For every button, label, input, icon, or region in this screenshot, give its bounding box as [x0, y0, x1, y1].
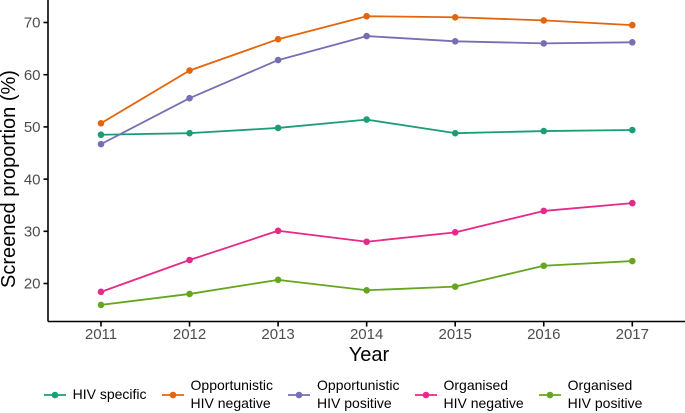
- legend-key-dot: [422, 391, 429, 398]
- data-point-hiv-specific-2017: [629, 126, 636, 134]
- data-point-hiv-specific-2011: [97, 131, 105, 139]
- data-point-opportunistic-hiv-positive-2015: [451, 37, 459, 45]
- legend-label-line: Organised: [567, 377, 633, 393]
- data-point-opportunistic-hiv-positive-2012: [186, 94, 193, 102]
- x-tick-label: 2012: [173, 326, 206, 343]
- legend-label-line: Opportunistic: [317, 377, 400, 393]
- legend: HIV specific Opportunistic HIV negative Opp…: [0, 371, 685, 413]
- legend-key-dot: [51, 391, 58, 398]
- chart-generated-content: 20 30 40 50 60 70 2011 2012 2013 2014 2015 2016 2017: [24, 0, 685, 343]
- data-point-organised-hiv-positive-2011: [97, 301, 105, 309]
- legend-item-organised-hiv-negative: Organised HIV negative: [414, 377, 524, 412]
- legend-label-line: HIV specific: [72, 385, 147, 402]
- data-point-organised-hiv-negative-2011: [97, 288, 105, 296]
- legend-label-line: HIV negative: [190, 394, 271, 411]
- data-point-opportunistic-hiv-negative-2017: [629, 21, 636, 29]
- series-line-opportunistic-hiv-negative: [100, 15, 634, 125]
- legend-key-icon: [43, 391, 66, 398]
- x-tick-label: 2015: [439, 326, 472, 343]
- data-point-opportunistic-hiv-negative-2014: [363, 12, 370, 20]
- legend-key-icon: [161, 391, 184, 398]
- legend-item-hiv-specific: HIV specific: [43, 386, 147, 404]
- series-line-opportunistic-hiv-positive: [100, 35, 634, 146]
- data-point-hiv-specific-2012: [186, 129, 193, 137]
- series-line-organised-hiv-positive: [100, 260, 634, 306]
- legend-label: HIV specific: [73, 386, 147, 404]
- y-tick-label: 30: [24, 224, 41, 241]
- data-point-opportunistic-hiv-negative-2015: [451, 13, 459, 21]
- x-tick-label: 2017: [616, 326, 649, 343]
- data-point-organised-hiv-positive-2015: [451, 283, 459, 290]
- legend-label: Organised HIV negative: [444, 377, 524, 412]
- legend-key-icon: [414, 391, 437, 398]
- data-point-organised-hiv-positive-2016: [540, 262, 548, 270]
- legend-item-opportunistic-hiv-positive: Opportunistic HIV positive: [287, 377, 400, 412]
- data-point-opportunistic-hiv-positive-2013: [274, 56, 282, 64]
- data-point-organised-hiv-negative-2014: [363, 238, 370, 246]
- data-point-hiv-specific-2014: [363, 116, 370, 123]
- data-point-hiv-specific-2013: [274, 124, 282, 132]
- data-point-organised-hiv-negative-2015: [451, 229, 459, 236]
- data-point-organised-hiv-positive-2017: [629, 257, 636, 265]
- data-point-opportunistic-hiv-negative-2012: [186, 67, 193, 74]
- x-tick-label: 2016: [527, 326, 560, 343]
- data-point-organised-hiv-positive-2013: [274, 276, 282, 284]
- data-point-opportunistic-hiv-negative-2011: [97, 119, 105, 127]
- legend-label: Opportunistic HIV positive: [317, 377, 399, 412]
- legend-key-dot: [546, 391, 553, 398]
- legend-item-organised-hiv-positive: Organised HIV positive: [538, 377, 643, 412]
- y-tick-label: 20: [24, 276, 41, 293]
- data-point-opportunistic-hiv-positive-2014: [363, 32, 370, 40]
- legend-label-line: HIV positive: [567, 394, 643, 411]
- legend-key-icon: [538, 391, 561, 398]
- x-axis-title: Year: [349, 344, 390, 366]
- x-tick-label: 2011: [85, 326, 117, 343]
- y-tick-label: 60: [24, 67, 41, 84]
- y-axis-title: Screened proportion (%): [0, 70, 20, 288]
- line-chart: 20 30 40 50 60 70 2011 2012 2013 2014 2015 2016 2017…: [0, 0, 685, 366]
- legend-label: Organised HIV positive: [568, 377, 643, 412]
- data-point-opportunistic-hiv-negative-2013: [274, 35, 282, 43]
- x-tick-label: 2013: [261, 326, 294, 343]
- data-point-organised-hiv-negative-2013: [274, 227, 282, 235]
- data-point-opportunistic-hiv-positive-2016: [540, 40, 548, 47]
- legend-label-line: Opportunistic: [190, 377, 274, 393]
- data-point-organised-hiv-positive-2014: [363, 286, 370, 294]
- legend-key-dot: [169, 391, 176, 398]
- x-tick-label: 2014: [350, 326, 383, 343]
- data-point-opportunistic-hiv-positive-2011: [97, 140, 105, 148]
- data-point-organised-hiv-negative-2016: [540, 207, 548, 215]
- data-point-hiv-specific-2016: [540, 127, 548, 135]
- legend-label-line: HIV negative: [443, 394, 524, 411]
- data-point-hiv-specific-2015: [451, 129, 459, 137]
- data-point-opportunistic-hiv-negative-2016: [540, 17, 548, 24]
- y-tick-label: 40: [24, 171, 41, 188]
- legend-key-icon: [288, 391, 311, 398]
- legend-label: Opportunistic HIV negative: [191, 377, 273, 412]
- legend-label-line: HIV positive: [317, 394, 392, 411]
- y-tick-label: 50: [24, 119, 41, 136]
- series-line-organised-hiv-negative: [100, 202, 634, 293]
- data-point-organised-hiv-negative-2017: [629, 199, 636, 207]
- y-tick-label: 70: [24, 15, 41, 32]
- legend-label-line: Organised: [443, 377, 509, 393]
- legend-item-opportunistic-hiv-negative: Opportunistic HIV negative: [161, 377, 273, 412]
- data-point-opportunistic-hiv-positive-2017: [629, 39, 636, 46]
- legend-key-dot: [295, 391, 303, 398]
- data-point-organised-hiv-negative-2012: [186, 256, 193, 264]
- data-point-organised-hiv-positive-2012: [186, 290, 193, 298]
